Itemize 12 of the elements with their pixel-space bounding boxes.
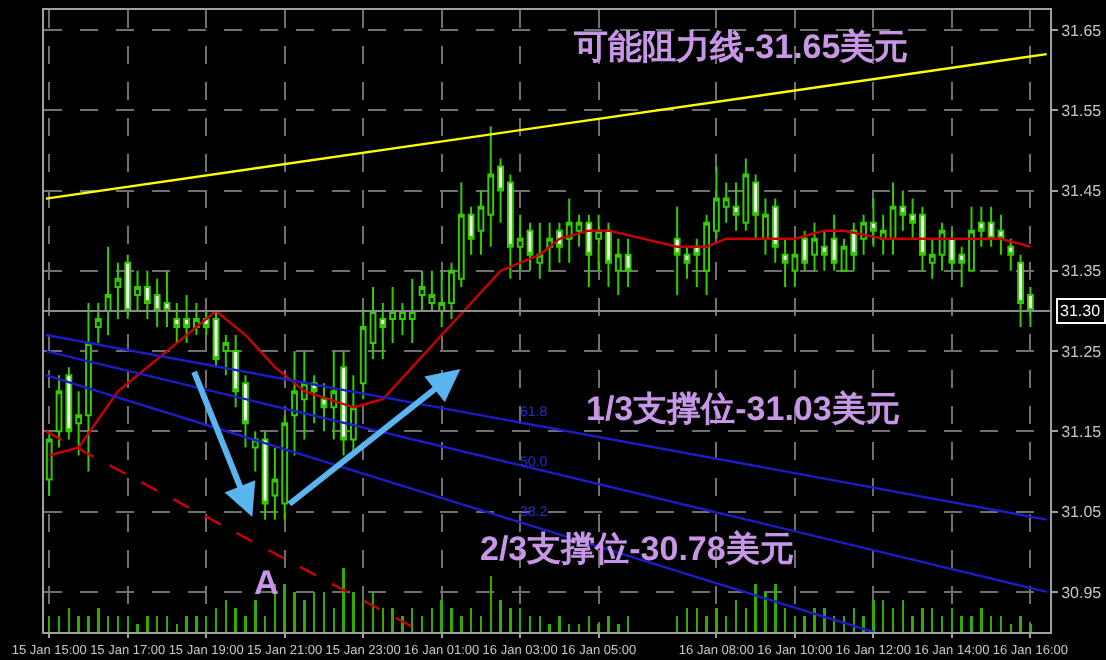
- y-tick-label: 31.25: [1061, 342, 1103, 361]
- ref-line-label: 31.30: [1060, 302, 1102, 320]
- y-tick-label: 31.65: [1061, 21, 1103, 40]
- annotation: A: [254, 564, 279, 602]
- annotation: 可能阻力线-31.65美元: [572, 28, 909, 66]
- y-tick-label: 30.95: [1061, 583, 1103, 602]
- annotation: 1/3支撑位-31.03美元: [586, 390, 900, 428]
- y-tick-label: 31.35: [1061, 262, 1103, 281]
- y-tick-label: 31.05: [1061, 503, 1103, 522]
- y-tick-label: 31.55: [1061, 101, 1103, 120]
- y-tick-label: 31.15: [1061, 422, 1103, 441]
- y-tick-label: 31.45: [1061, 182, 1103, 201]
